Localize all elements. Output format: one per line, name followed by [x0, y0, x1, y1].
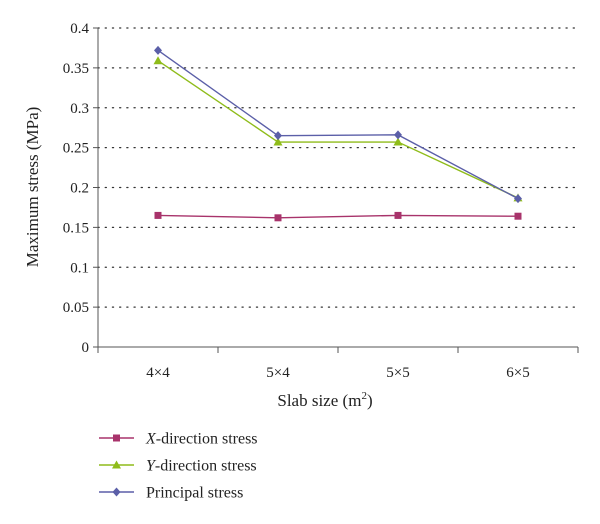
series-line: [157, 60, 519, 199]
legend-label: X-direction stress: [145, 431, 258, 448]
data-point: [274, 131, 282, 141]
legend-swatch-marker: [112, 487, 121, 497]
x-axis-label-unit-sup: 2: [361, 390, 367, 402]
legend-item: Y-direction stress: [99, 458, 257, 475]
data-point: [274, 214, 282, 222]
axes: 0 0.05 0.1 0.15 0.2 0.25 0.3 0.35 0.4 4×4 5×4 5×5 6×…: [63, 21, 579, 381]
x-tick-label: 5×4: [266, 365, 290, 381]
y-tick-label: 0.3: [70, 101, 89, 117]
x-tick-label: 6×5: [506, 365, 529, 381]
legend-swatch-marker: [112, 460, 121, 469]
data-point: [153, 56, 163, 65]
series-group: [154, 45, 522, 204]
series-line: [157, 214, 519, 219]
legend-item: X-direction stress: [99, 431, 258, 448]
series-line: [157, 49, 519, 200]
series-group: [154, 211, 522, 222]
x-axis-label-text: Slab size: [277, 391, 338, 410]
y-tick-label: 0.05: [63, 300, 89, 316]
legend-label-text: -direction stress: [155, 458, 257, 475]
data-point: [514, 212, 522, 220]
x-tick-label: 4×4: [146, 365, 170, 381]
data-point: [154, 211, 162, 219]
data-point: [514, 194, 522, 204]
legend-label-italic: Y: [146, 458, 157, 475]
legend-label: Principal stress: [146, 485, 243, 502]
x-axis-label: Slab size (m2): [277, 390, 372, 410]
legend-label-italic: X: [145, 431, 157, 448]
legend-label: Y-direction stress: [146, 458, 257, 475]
data-point: [273, 137, 283, 146]
data-point: [154, 45, 162, 55]
series-group: [153, 56, 523, 202]
y-tick-label: 0.25: [63, 141, 89, 157]
gridlines: [97, 27, 579, 308]
y-tick-label: 0: [82, 340, 90, 356]
y-tick-label: 0.1: [70, 260, 89, 276]
data-point: [394, 211, 402, 219]
y-tick-label: 0.2: [70, 181, 89, 197]
legend-item: Principal stress: [99, 485, 243, 502]
legend-swatch-marker: [113, 434, 120, 442]
y-tick-label: 0.4: [70, 21, 89, 37]
y-tick-label: 0.35: [63, 61, 89, 77]
data-point: [393, 137, 403, 146]
legend-label-text: Principal stress: [146, 485, 243, 502]
x-tick-label: 5×5: [386, 365, 409, 381]
x-axis-label-unit: m: [348, 391, 361, 410]
data-point: [394, 130, 402, 140]
y-tick-label: 0.15: [63, 220, 89, 236]
y-axis-label: Maximum stress (MPa): [23, 107, 42, 268]
series-plot-area: [153, 45, 523, 222]
legend-label-text: -direction stress: [156, 431, 258, 448]
